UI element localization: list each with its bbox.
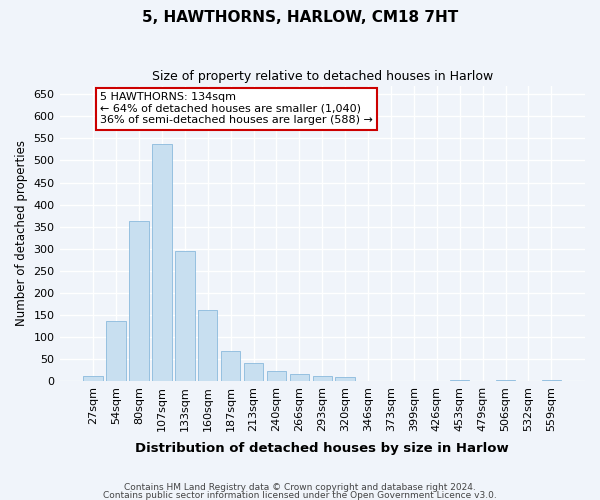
Bar: [244, 364, 263, 381]
Bar: [450, 380, 469, 381]
Text: 5, HAWTHORNS, HARLOW, CM18 7HT: 5, HAWTHORNS, HARLOW, CM18 7HT: [142, 10, 458, 25]
Bar: [221, 352, 241, 381]
Bar: [335, 378, 355, 381]
X-axis label: Distribution of detached houses by size in Harlow: Distribution of detached houses by size …: [136, 442, 509, 455]
Bar: [313, 376, 332, 381]
Text: 5 HAWTHORNS: 134sqm
← 64% of detached houses are smaller (1,040)
36% of semi-det: 5 HAWTHORNS: 134sqm ← 64% of detached ho…: [100, 92, 373, 126]
Text: Contains HM Land Registry data © Crown copyright and database right 2024.: Contains HM Land Registry data © Crown c…: [124, 484, 476, 492]
Bar: [106, 320, 126, 381]
Y-axis label: Number of detached properties: Number of detached properties: [15, 140, 28, 326]
Bar: [198, 310, 217, 381]
Title: Size of property relative to detached houses in Harlow: Size of property relative to detached ho…: [152, 70, 493, 83]
Bar: [496, 380, 515, 381]
Bar: [83, 376, 103, 381]
Bar: [129, 222, 149, 381]
Bar: [267, 371, 286, 381]
Text: Contains public sector information licensed under the Open Government Licence v3: Contains public sector information licen…: [103, 490, 497, 500]
Bar: [542, 380, 561, 381]
Bar: [152, 144, 172, 381]
Bar: [175, 251, 194, 381]
Bar: [290, 374, 309, 381]
